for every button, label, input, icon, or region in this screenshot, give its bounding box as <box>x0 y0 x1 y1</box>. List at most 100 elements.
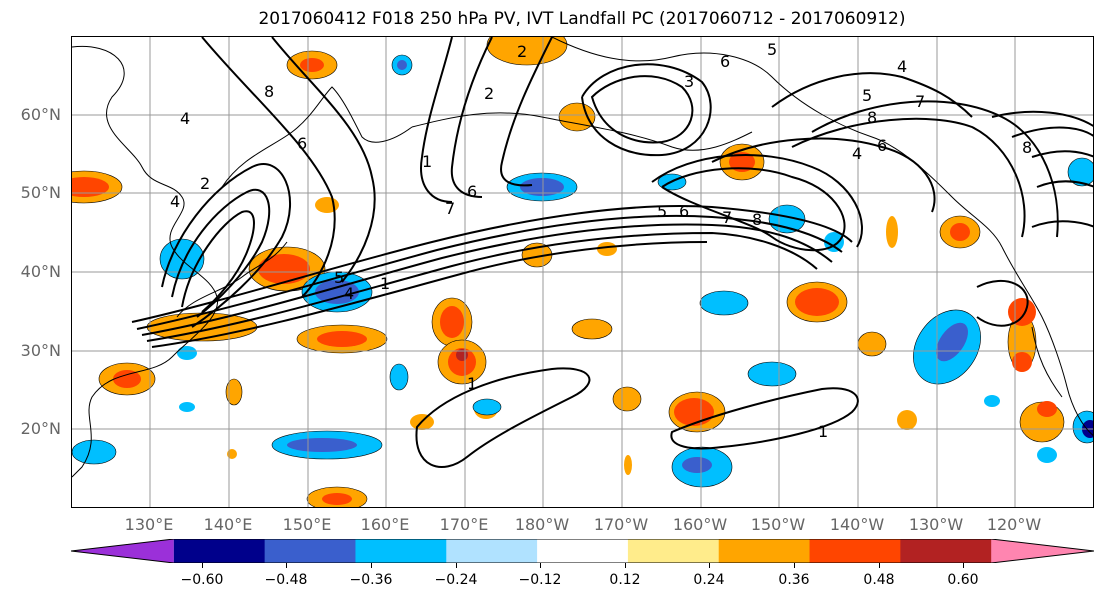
colorbar-bin <box>900 539 992 563</box>
contour-label: 6 <box>297 134 307 153</box>
anomaly-blob <box>258 254 310 284</box>
colorbar-tick-mark <box>963 563 964 568</box>
colorbar-extension-low <box>71 539 174 563</box>
pc-shading <box>72 37 1093 507</box>
map-canvas: 8 6 4 2 4 6 7 5 4 1 5 6 7 8 2 3 1 6 5 4 … <box>72 37 1093 507</box>
ivt-contour <box>976 279 1029 327</box>
anomaly-blob <box>857 331 887 357</box>
lat-label-60n: 60°N <box>20 105 61 124</box>
coastline-kamchatka <box>221 86 413 188</box>
map-title: 2017060412 F018 250 hPa PV, IVT Landfall… <box>258 9 906 29</box>
anomaly-blob <box>1067 157 1093 187</box>
colorbar-tick-label: 0.60 <box>947 572 979 588</box>
colorbar-bin <box>264 539 356 563</box>
pv-contour <box>201 37 336 298</box>
pv-contour <box>1036 180 1093 188</box>
pv-contour <box>450 37 493 198</box>
pv-contour <box>136 214 843 330</box>
contour-label: 1 <box>380 274 390 293</box>
colorbar-extension-high <box>991 539 1094 563</box>
anomaly-blob <box>315 280 359 304</box>
colorbar-tick-mark <box>709 563 710 568</box>
coastline-asia <box>72 45 218 478</box>
contour-label: 4 <box>852 144 862 163</box>
contour-label: 2 <box>200 174 210 193</box>
coastline-aleutians <box>411 112 753 151</box>
contour-label: 5 <box>334 268 344 287</box>
colorbar-tick-label: −0.24 <box>434 572 478 588</box>
contour-label: 5 <box>767 40 777 59</box>
contour-label: 5 <box>657 202 667 221</box>
contour-label-group: 8 6 4 2 4 6 7 5 4 1 5 6 7 8 2 3 1 6 5 4 … <box>170 40 1032 441</box>
anomaly-blob <box>729 152 755 172</box>
ivt-contours <box>415 279 1029 468</box>
pv-contour <box>151 241 708 348</box>
ivt-contour <box>670 387 859 450</box>
coastlines <box>72 37 1093 478</box>
lat-label-50n: 50°N <box>20 183 61 202</box>
lon-label-140w: 140°W <box>829 515 885 534</box>
contour-label: 7 <box>722 208 732 227</box>
anomaly-blob <box>315 197 339 213</box>
anomaly-blob <box>177 346 197 360</box>
lon-label-140e: 140°E <box>203 515 253 534</box>
anomaly-blob <box>897 410 917 430</box>
colorbar-tick-mark <box>625 563 626 568</box>
colorbar-tick-mark <box>879 563 880 568</box>
lon-label-170e: 170°E <box>439 515 489 534</box>
coastline-alaska <box>551 37 1003 248</box>
anomaly-blob <box>1012 352 1032 372</box>
contour-label: 8 <box>752 210 762 229</box>
colorbar-tick-label: 0.24 <box>693 572 725 588</box>
colorbar <box>71 539 1094 563</box>
anomaly-blob <box>300 58 324 72</box>
ivt-contour <box>415 367 591 468</box>
lon-label-150w: 150°W <box>750 515 806 534</box>
anomaly-blob <box>397 60 407 70</box>
pv-contour <box>1031 220 1093 228</box>
pv-contour <box>420 37 453 203</box>
anomaly-blob <box>984 395 1000 407</box>
colorbar-bin <box>446 539 538 563</box>
anomaly-blob <box>682 457 712 473</box>
anomaly-blob <box>520 178 564 196</box>
anomaly-blob <box>287 438 357 452</box>
coastline-north-america <box>1001 246 1093 436</box>
anomaly-blob <box>225 378 243 406</box>
colorbar-tick-label: 0.36 <box>778 572 810 588</box>
contour-label: 7 <box>445 199 455 218</box>
contour-label: 4 <box>180 109 190 128</box>
pv-contour <box>811 100 1059 238</box>
colorbar-bin <box>627 539 720 563</box>
anomaly-blob <box>950 223 970 241</box>
coastline-japan <box>176 241 288 318</box>
anomaly-blob <box>113 370 141 388</box>
anomaly-blob <box>597 242 617 256</box>
contour-label: 8 <box>867 108 877 127</box>
lon-label-120w: 120°W <box>986 515 1042 534</box>
anomaly-blob <box>699 290 749 316</box>
contour-label: 6 <box>467 182 477 201</box>
colorbar-bin <box>355 539 447 563</box>
pv-contour <box>661 167 846 252</box>
pv-contour <box>771 72 973 118</box>
anomaly-blob <box>1037 447 1057 463</box>
contour-label: 5 <box>862 86 872 105</box>
colorbar-tick-label: 0.48 <box>863 572 895 588</box>
pv-contour <box>581 63 712 157</box>
pv-contour <box>711 137 936 213</box>
anomaly-blob <box>72 177 109 197</box>
contour-label: 8 <box>264 82 274 101</box>
pv-contour <box>500 37 553 187</box>
contour-label: 6 <box>877 136 887 155</box>
colorbar-tick-mark <box>286 563 287 568</box>
pv-contour <box>590 75 694 144</box>
colorbar-tick-mark <box>794 563 795 568</box>
pv-contour <box>271 37 376 283</box>
colorbar-tick-label: 0.12 <box>609 572 641 588</box>
contour-label: 4 <box>170 192 180 211</box>
colorbar-tick-label: −0.48 <box>264 572 308 588</box>
colorbar-bin <box>718 539 811 563</box>
pv-contour <box>161 163 291 328</box>
contour-label: 7 <box>915 92 925 111</box>
